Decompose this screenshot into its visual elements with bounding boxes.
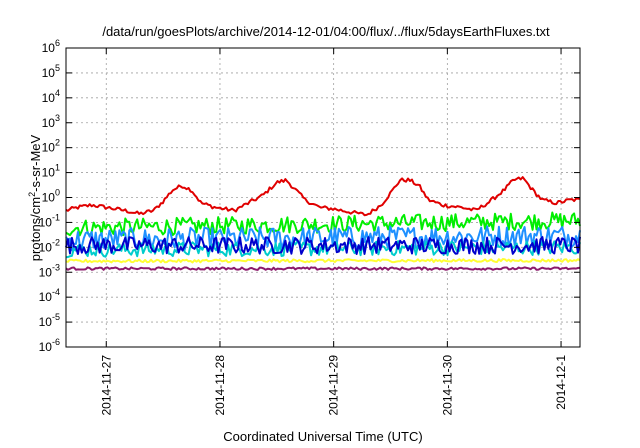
- y-tick-label: 105: [42, 63, 60, 80]
- x-tick-label: 2014-11-28: [213, 355, 227, 416]
- x-tick-label: 2014-12-1: [554, 355, 568, 410]
- y-axis-label: protons/cm2-s-sr-MeV: [27, 134, 43, 261]
- series-line-3: [65, 225, 581, 252]
- y-axis-label-rest: -s-sr-MeV: [28, 134, 43, 191]
- y-tick-label: 102: [42, 138, 60, 155]
- series-layer: [65, 176, 581, 271]
- y-tick-label: 10-4: [39, 287, 60, 304]
- grid-lines: [66, 48, 580, 347]
- x-axis-label: Coordinated Universal Time (UTC): [223, 429, 422, 444]
- y-tick-label: 106: [42, 38, 60, 55]
- y-tick-label: 10-2: [39, 237, 60, 254]
- y-tick-label: 103: [42, 113, 60, 130]
- chart-title: /data/run/goesPlots/archive/2014-12-01/0…: [102, 24, 550, 39]
- x-tick-label: 2014-11-27: [99, 355, 113, 416]
- y-axis-label-base: protons/cm: [28, 197, 43, 261]
- x-tick-label: 2014-11-30: [440, 355, 454, 416]
- y-tick-label: 10-3: [39, 262, 60, 279]
- series-line-7: [65, 266, 581, 271]
- y-tick-label: 10-5: [39, 312, 60, 329]
- y-tick-label: 10-6: [39, 337, 60, 354]
- series-line-5: [65, 236, 581, 255]
- y-tick-label: 104: [42, 88, 60, 105]
- series-line-1: [65, 176, 581, 217]
- x-tick-labels: 2014-11-27 2014-11-28 2014-11-29 2014-11-30…: [99, 355, 568, 416]
- series-line-2: [65, 211, 581, 237]
- series-line-6: [65, 258, 581, 264]
- axis-ticks: [66, 47, 580, 348]
- y-tick-labels: 10-6 10-5 10-4 10-3 10-2 10-1 100 101 102 103 104 1…: [39, 38, 60, 354]
- y-tick-label: 10-1: [39, 212, 60, 229]
- y-tick-label: 100: [42, 188, 60, 205]
- y-axis-label-exp: 2: [27, 192, 37, 197]
- x-tick-label: 2014-11-29: [327, 355, 341, 416]
- y-tick-label: 101: [42, 163, 60, 180]
